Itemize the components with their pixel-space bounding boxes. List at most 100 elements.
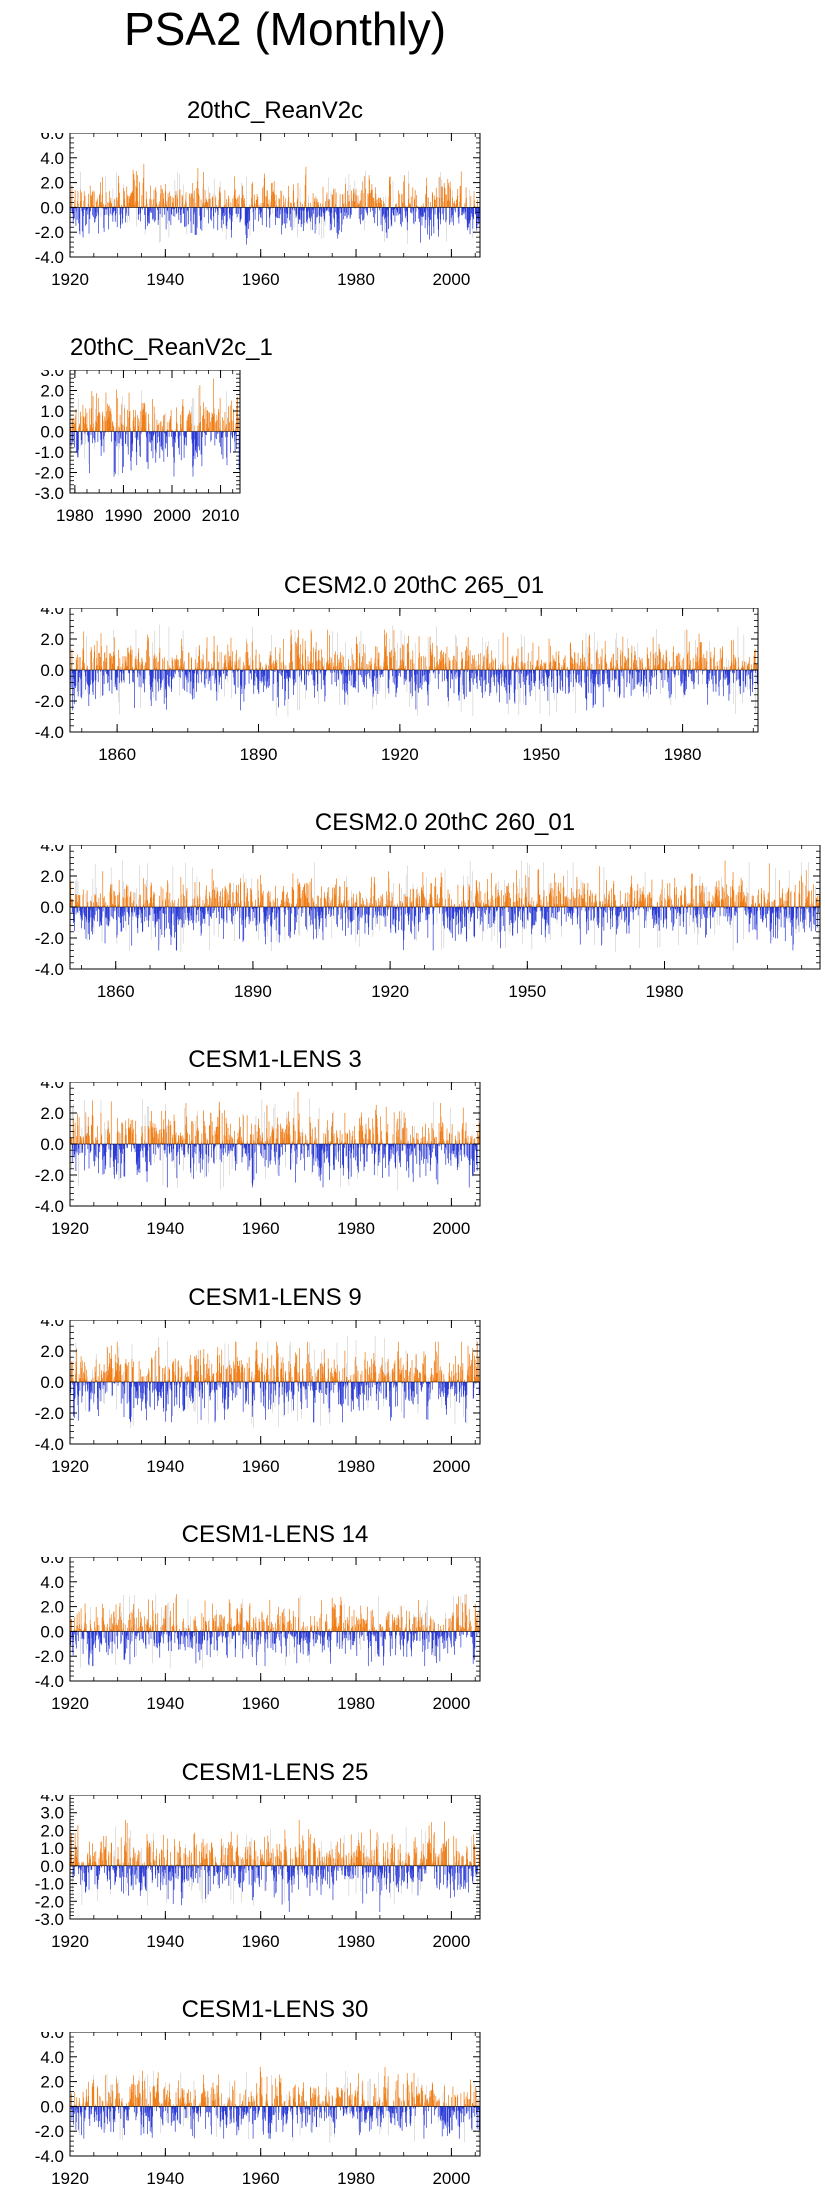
bar xyxy=(239,904,240,907)
bar xyxy=(143,670,144,679)
bar xyxy=(743,670,744,692)
bar xyxy=(639,670,640,673)
bar xyxy=(261,203,262,207)
bar xyxy=(727,667,728,670)
bar xyxy=(327,207,328,210)
bar xyxy=(348,907,349,910)
bar xyxy=(590,668,591,670)
bar xyxy=(268,665,269,670)
bar xyxy=(335,670,336,682)
bar xyxy=(411,196,412,207)
bar xyxy=(209,661,210,670)
bar xyxy=(167,670,168,675)
bar xyxy=(183,894,184,907)
bar xyxy=(452,670,453,680)
bar xyxy=(194,191,195,208)
bar xyxy=(360,893,361,907)
bar xyxy=(171,432,172,437)
bar xyxy=(291,907,292,914)
bar xyxy=(207,203,208,208)
bar xyxy=(223,667,224,670)
bar xyxy=(428,670,429,706)
bar xyxy=(714,647,715,670)
bar xyxy=(435,670,436,678)
bar xyxy=(80,657,81,670)
bar xyxy=(174,907,175,938)
bar xyxy=(80,207,81,234)
bar xyxy=(145,207,146,229)
bar xyxy=(248,207,249,229)
bar xyxy=(699,658,700,670)
bar xyxy=(134,907,135,910)
bar xyxy=(287,207,288,218)
bar xyxy=(249,665,250,670)
bar xyxy=(553,670,554,693)
bar xyxy=(157,425,158,432)
bar xyxy=(121,432,122,440)
bar xyxy=(262,188,263,208)
bar xyxy=(285,902,286,907)
bar xyxy=(213,670,214,676)
bar xyxy=(266,670,267,689)
bar xyxy=(438,665,439,670)
bar xyxy=(91,902,92,907)
x-tick-label: 1980 xyxy=(664,745,702,764)
bar xyxy=(291,904,292,907)
bar xyxy=(428,198,429,208)
bar xyxy=(288,898,289,907)
bar xyxy=(270,892,271,907)
bar xyxy=(152,399,153,432)
bar xyxy=(403,645,404,670)
bar xyxy=(470,196,471,207)
bar xyxy=(492,667,493,670)
bar xyxy=(439,670,440,674)
bar xyxy=(747,670,748,676)
bar xyxy=(209,896,210,907)
bar xyxy=(215,432,216,438)
bar xyxy=(196,670,197,683)
bar xyxy=(455,207,456,212)
bar xyxy=(381,207,382,224)
bar xyxy=(516,670,517,672)
bar xyxy=(432,194,433,207)
bar xyxy=(383,667,384,670)
bar xyxy=(286,666,287,670)
bar xyxy=(308,664,309,670)
bar xyxy=(180,666,181,670)
bar xyxy=(387,207,388,238)
bar xyxy=(379,198,380,208)
bar xyxy=(548,670,549,678)
bar xyxy=(535,670,536,681)
bar xyxy=(117,907,118,935)
bar xyxy=(146,887,147,907)
bar xyxy=(404,175,405,207)
bar xyxy=(159,670,160,679)
bar xyxy=(143,164,144,208)
bar xyxy=(105,207,106,209)
bar xyxy=(330,663,331,670)
bar xyxy=(199,196,200,208)
bar xyxy=(329,207,330,211)
bar xyxy=(184,661,185,670)
bar xyxy=(269,896,270,907)
bar xyxy=(359,207,360,219)
bar xyxy=(340,652,341,670)
bar xyxy=(549,670,550,676)
bar xyxy=(443,207,444,219)
bar xyxy=(380,907,381,915)
bar xyxy=(395,207,396,222)
bar xyxy=(313,900,314,907)
bar xyxy=(298,907,299,909)
bar xyxy=(315,670,316,686)
bar xyxy=(185,207,186,227)
bar xyxy=(232,420,233,432)
bar xyxy=(384,207,385,219)
bar xyxy=(288,907,289,910)
bar xyxy=(123,656,124,670)
bar xyxy=(580,670,581,685)
bar xyxy=(320,670,321,672)
bar xyxy=(103,670,104,695)
bar xyxy=(105,907,106,918)
bar xyxy=(654,670,655,677)
bar xyxy=(165,184,166,208)
